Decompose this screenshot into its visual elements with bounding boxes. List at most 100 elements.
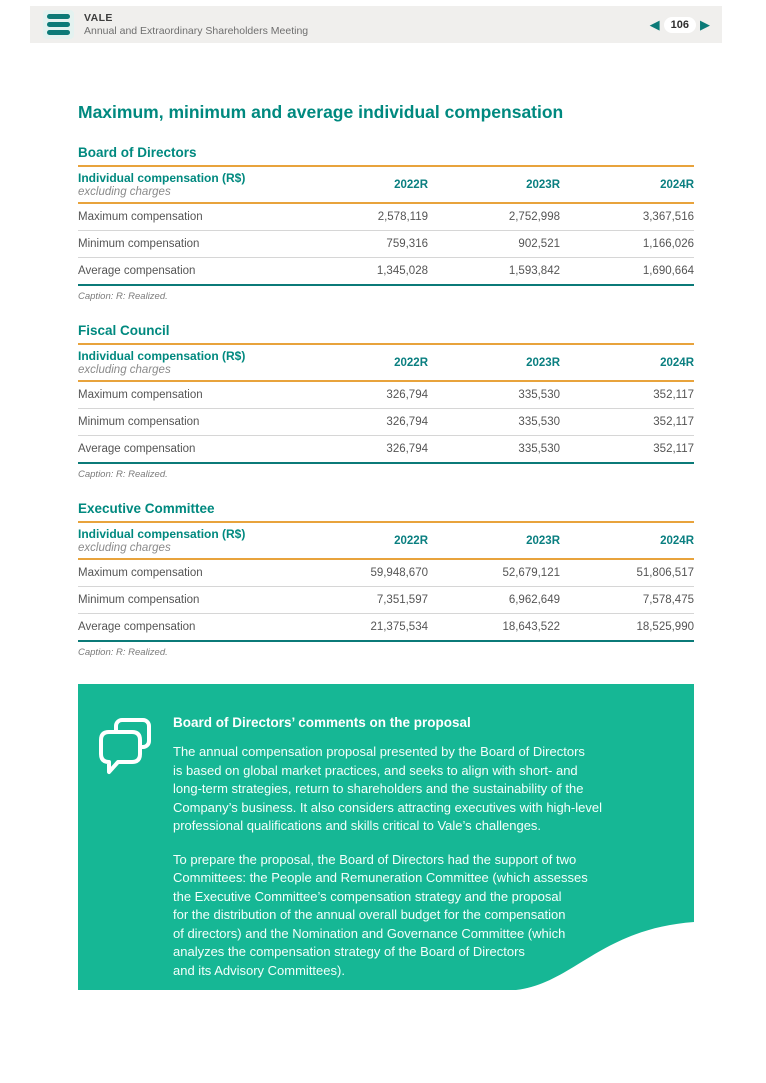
row-label: Average compensation (78, 435, 268, 464)
row-value: 335,530 (428, 408, 560, 436)
corner-swoosh-shape (516, 922, 694, 990)
row-value: 326,794 (268, 435, 428, 464)
header-label-sub: excluding charges (78, 364, 171, 376)
section-title: Executive Committee (78, 501, 694, 523)
row-value: 352,117 (560, 381, 694, 409)
row-value: 352,117 (560, 435, 694, 464)
table-header-row: Individual compensation (R$) excluding ch… (78, 523, 694, 560)
previous-page-icon[interactable]: ◀ (649, 17, 660, 32)
column-header-year: 2023R (428, 345, 560, 382)
header-label-main: Individual compensation (R$) (78, 349, 246, 363)
tables-container: Board of Directors Individual compensatio… (78, 145, 694, 658)
table-body: Maximum compensation 59,948,670 52,679,121… (78, 559, 694, 642)
compensation-table: Individual compensation (R$) excluding ch… (78, 167, 694, 286)
row-value: 1,345,028 (268, 257, 428, 286)
document-brand: VALE Annual and Extraordinary Shareholde… (84, 12, 308, 36)
column-header-year: 2023R (428, 167, 560, 204)
row-value: 1,690,664 (560, 257, 694, 286)
table-header-row: Individual compensation (R$) excluding ch… (78, 345, 694, 382)
column-header-year: 2024R (560, 523, 694, 560)
compensation-section: Executive Committee Individual compensati… (78, 501, 694, 658)
section-title: Board of Directors (78, 145, 694, 167)
table-row: Minimum compensation 326,794 335,530 352,11… (78, 408, 694, 436)
table-header: Individual compensation (R$) excluding ch… (78, 523, 694, 560)
row-value: 1,593,842 (428, 257, 560, 286)
page-navigation: ◀ 106 ▶ (648, 16, 712, 33)
row-value: 18,643,522 (428, 613, 560, 642)
comments-text-block: Board of Directors’ comments on the prop… (173, 711, 656, 995)
page-title: Maximum, minimum and average individual … (78, 102, 564, 122)
column-header-label: Individual compensation (R$) excluding ch… (78, 523, 268, 560)
row-value: 2,752,998 (428, 203, 560, 231)
row-label: Maximum compensation (78, 559, 268, 587)
table-row: Maximum compensation 59,948,670 52,679,121… (78, 559, 694, 587)
compensation-section: Fiscal Council Individual compensation (R… (78, 323, 694, 480)
row-value: 59,948,670 (268, 559, 428, 587)
row-value: 352,117 (560, 408, 694, 436)
table-header-row: Individual compensation (R$) excluding ch… (78, 167, 694, 204)
header-label-sub: excluding charges (78, 542, 171, 554)
table-row: Minimum compensation 7,351,597 6,962,649 7,… (78, 586, 694, 614)
viewer-topbar: VALE Annual and Extraordinary Shareholde… (30, 6, 722, 43)
row-label: Minimum compensation (78, 408, 268, 436)
row-label: Maximum compensation (78, 381, 268, 409)
row-label: Minimum compensation (78, 586, 268, 614)
comments-paragraph: To prepare the proposal, the Board of Di… (173, 851, 588, 978)
column-header-year: 2022R (268, 345, 428, 382)
next-page-icon[interactable]: ▶ (700, 17, 710, 32)
row-value: 51,806,517 (560, 559, 694, 587)
table-row: Maximum compensation 326,794 335,530 352,11… (78, 381, 694, 409)
column-header-year: 2024R (560, 345, 694, 382)
row-value: 1,166,026 (560, 230, 694, 258)
column-header-year: 2022R (268, 523, 428, 560)
brand-title: VALE (84, 12, 113, 25)
table-header: Individual compensation (R$) excluding ch… (78, 167, 694, 204)
column-header-year: 2024R (560, 167, 694, 204)
header-label-main: Individual compensation (R$) (78, 527, 246, 541)
hamburger-menu-icon[interactable] (43, 10, 74, 39)
row-value: 52,679,121 (428, 559, 560, 587)
row-value: 326,794 (268, 408, 428, 436)
row-value: 2,578,119 (268, 203, 428, 231)
row-label: Average compensation (78, 613, 268, 642)
table-row: Average compensation 1,345,028 1,593,842 1,… (78, 257, 694, 286)
table-body: Maximum compensation 2,578,119 2,752,998 3,… (78, 203, 694, 286)
comments-title: Board of Directors’ comments on the prop… (173, 715, 471, 730)
row-value: 18,525,990 (560, 613, 694, 642)
row-value: 6,962,649 (428, 586, 560, 614)
compensation-table: Individual compensation (R$) excluding ch… (78, 523, 694, 642)
row-value: 21,375,534 (268, 613, 428, 642)
header-label-main: Individual compensation (R$) (78, 171, 246, 185)
brand-subtitle: Annual and Extraordinary Shareholders Me… (84, 24, 309, 37)
row-value: 326,794 (268, 381, 428, 409)
comments-paragraph: The annual compensation proposal present… (173, 744, 602, 833)
comments-box: Board of Directors’ comments on the prop… (78, 684, 694, 990)
header-label-sub: excluding charges (78, 186, 171, 198)
row-value: 7,351,597 (268, 586, 428, 614)
table-caption: Caption: R: Realized. (78, 469, 168, 480)
row-value: 759,316 (268, 230, 428, 258)
column-header-label: Individual compensation (R$) excluding ch… (78, 167, 268, 204)
row-label: Average compensation (78, 257, 268, 286)
table-row: Average compensation 21,375,534 18,643,522… (78, 613, 694, 642)
compensation-section: Board of Directors Individual compensatio… (78, 145, 694, 302)
table-row: Minimum compensation 759,316 902,521 1,166,… (78, 230, 694, 258)
row-value: 335,530 (428, 381, 560, 409)
compensation-table: Individual compensation (R$) excluding ch… (78, 345, 694, 464)
table-row: Maximum compensation 2,578,119 2,752,998 3,… (78, 203, 694, 231)
column-header-year: 2022R (268, 167, 428, 204)
row-value: 902,521 (428, 230, 560, 258)
speech-bubbles-icon (99, 711, 173, 784)
section-title: Fiscal Council (78, 323, 694, 345)
row-value: 7,578,475 (560, 586, 694, 614)
page-content: Maximum, minimum and average individual … (78, 0, 694, 990)
table-caption: Caption: R: Realized. (78, 291, 168, 302)
column-header-year: 2023R (428, 523, 560, 560)
table-body: Maximum compensation 326,794 335,530 352,11… (78, 381, 694, 464)
row-value: 3,367,516 (560, 203, 694, 231)
row-label: Minimum compensation (78, 230, 268, 258)
row-value: 335,530 (428, 435, 560, 464)
table-row: Average compensation 326,794 335,530 352,11… (78, 435, 694, 464)
table-caption: Caption: R: Realized. (78, 647, 168, 658)
page-number: 106 (663, 16, 696, 33)
